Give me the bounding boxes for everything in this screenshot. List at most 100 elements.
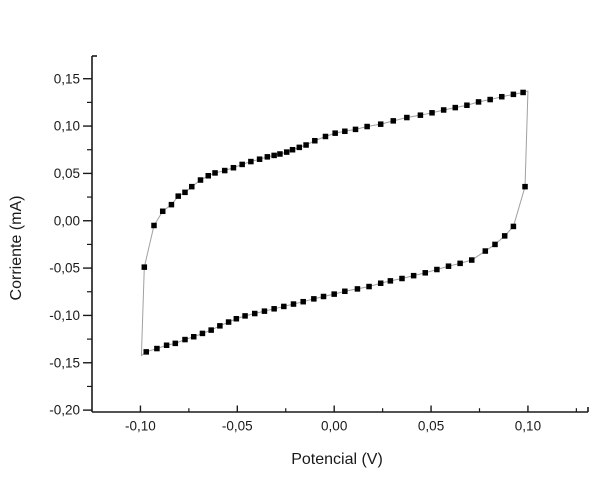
data-point-marker [482, 248, 489, 254]
data-point-marker [387, 278, 394, 284]
data-point-marker [320, 293, 327, 300]
data-point-marker [271, 152, 277, 159]
data-point-marker [377, 280, 384, 286]
data-point-marker [221, 167, 228, 174]
data-point-marker [445, 263, 452, 269]
data-point-marker [225, 319, 232, 325]
data-point-marker [271, 306, 277, 312]
data-point-marker [154, 345, 160, 352]
data-point-marker [312, 137, 318, 144]
x-axis-title: Potencial (V) [291, 451, 383, 468]
data-point-marker [199, 330, 206, 337]
data-series [140, 89, 529, 357]
data-point-marker [522, 183, 528, 190]
data-point-marker [417, 112, 424, 118]
data-point-marker [520, 89, 526, 96]
data-point-marker [331, 291, 337, 297]
y-axis-title: Corriente (mA) [8, 195, 25, 301]
data-point-marker [457, 260, 463, 267]
x-tick-label: 0,00 [321, 419, 347, 434]
data-point-marker [283, 149, 290, 155]
data-point-marker [252, 310, 258, 317]
data-point-marker [230, 164, 237, 171]
data-point-marker [256, 156, 263, 162]
data-point-marker [189, 183, 195, 190]
data-point-marker [289, 146, 296, 153]
data-point-marker [311, 296, 317, 302]
y-tick-label: -0,20 [49, 403, 80, 418]
y-tick-label: 0,10 [54, 119, 80, 134]
data-point-marker [151, 222, 157, 229]
data-point-marker [510, 91, 517, 98]
data-point-marker [248, 158, 254, 165]
y-tick-label: -0,15 [49, 355, 80, 370]
data-point-marker [172, 340, 179, 347]
data-point-marker [487, 96, 493, 103]
data-point-marker [492, 241, 498, 248]
axes [91, 55, 589, 413]
data-point-marker [212, 170, 218, 176]
data-point-marker [366, 283, 372, 290]
data-point-marker [440, 107, 447, 113]
data-point-marker [197, 177, 204, 183]
data-point-marker [143, 349, 149, 355]
data-point-marker [434, 266, 440, 273]
data-point-marker [377, 121, 384, 127]
data-point-marker [300, 298, 306, 305]
data-point-marker [399, 275, 405, 282]
data-point-marker [332, 130, 338, 136]
data-point-marker [233, 315, 240, 322]
data-point-marker [342, 288, 348, 295]
data-point-marker [141, 264, 148, 270]
data-point-marker [475, 99, 482, 105]
data-point-marker [205, 173, 211, 179]
data-point-marker [322, 133, 329, 140]
x-axis-ticks: -0,10 -0,05 0,00 0,05 0,10 [125, 405, 577, 434]
data-point-marker [422, 270, 428, 276]
y-tick-label: -0,10 [49, 308, 80, 323]
data-point-marker [469, 257, 475, 263]
data-point-marker [510, 223, 517, 230]
data-point-marker [175, 193, 181, 199]
data-point-marker [364, 123, 370, 130]
data-point-marker [239, 161, 245, 168]
data-point-marker [410, 272, 417, 279]
data-point-marker [163, 342, 170, 348]
data-point-marker [182, 336, 188, 343]
data-point-marker [168, 201, 175, 208]
data-point-marker [501, 233, 508, 239]
x-tick-label: -0,05 [222, 419, 253, 434]
data-point-marker [499, 93, 505, 100]
data-point-marker [159, 208, 166, 215]
y-tick-label: -0,05 [49, 261, 80, 276]
data-point-marker [217, 323, 223, 329]
data-point-marker [208, 327, 214, 333]
x-tick-label: 0,10 [515, 419, 541, 434]
data-point-marker [290, 301, 297, 307]
data-point-marker [429, 110, 435, 116]
data-point-marker [277, 151, 283, 157]
data-point-marker [404, 114, 410, 121]
y-tick-label: 0,00 [54, 213, 80, 228]
y-tick-label: 0,05 [54, 166, 80, 181]
data-point-marker [281, 303, 287, 310]
y-tick-label: 0,15 [54, 71, 80, 86]
data-point-marker [190, 333, 197, 340]
data-point-marker [261, 308, 268, 314]
data-point-marker [296, 144, 303, 151]
data-point-marker [352, 126, 359, 133]
data-point-marker [390, 118, 397, 124]
x-tick-label: 0,05 [418, 419, 444, 434]
data-point-marker [182, 189, 188, 196]
data-point-marker [242, 313, 248, 319]
data-point-marker [452, 104, 459, 111]
data-point-marker [354, 286, 361, 292]
x-tick-label: -0,10 [125, 419, 156, 434]
y-axis-ticks: 0,15 0,10 0,05 0,00 -0,05 -0,10 -0,15 -0,20 [49, 71, 92, 418]
data-point-marker [264, 154, 271, 160]
data-point-marker [464, 102, 470, 108]
data-point-marker [342, 128, 348, 135]
data-point-marker [303, 142, 309, 148]
